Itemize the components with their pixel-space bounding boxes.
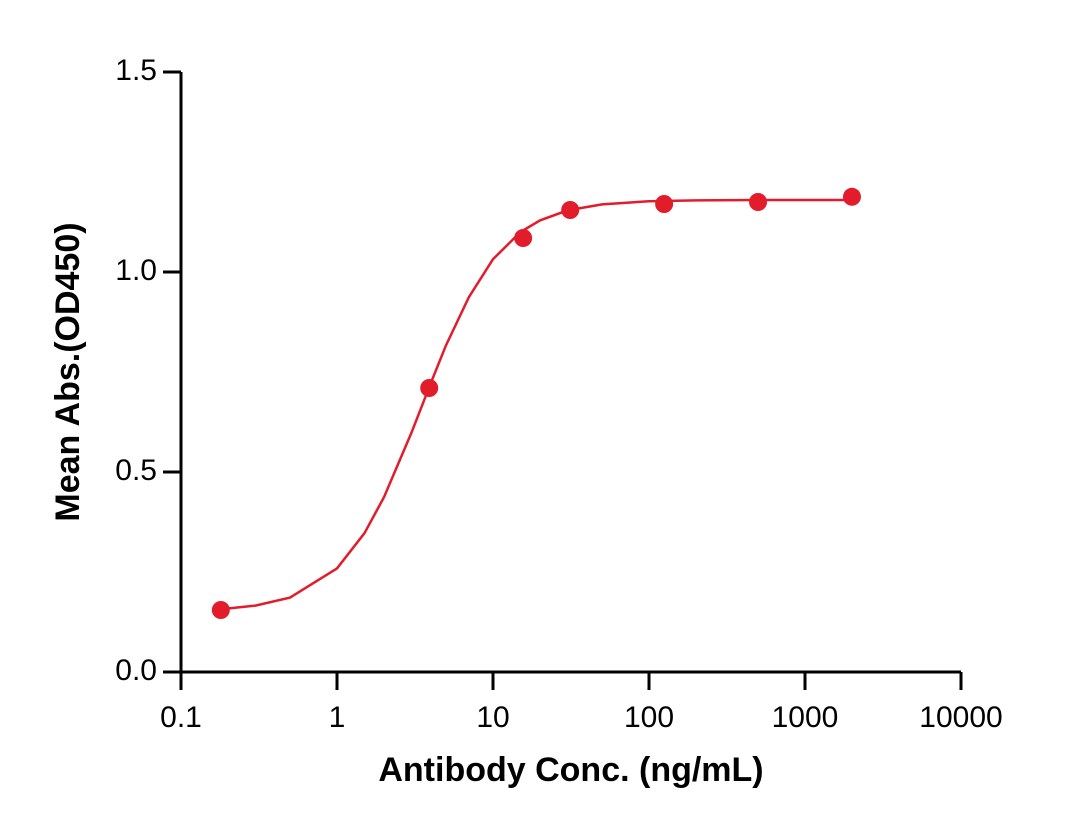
data-point xyxy=(842,187,861,206)
data-point xyxy=(514,229,533,247)
x-tick-label: 100 xyxy=(624,701,674,734)
data-point xyxy=(211,601,230,619)
x-axis-title: Antibody Conc. (ng/mL) xyxy=(378,751,763,789)
x-tick-label: 1 xyxy=(329,701,346,734)
x-tick-label: 1000 xyxy=(772,701,839,734)
y-axis-title: Mean Abs.(OD450) xyxy=(49,222,87,521)
y-tick-label: 0.0 xyxy=(115,654,157,687)
y-tick-label: 1.0 xyxy=(115,254,157,287)
x-tick-label: 10 xyxy=(476,701,509,734)
data-point xyxy=(420,379,439,397)
x-tick-label: 10000 xyxy=(919,701,1002,734)
data-point xyxy=(749,193,768,211)
data-point xyxy=(561,201,580,219)
y-tick-label: 0.5 xyxy=(115,454,157,487)
data-point xyxy=(655,195,674,213)
x-tick-label: 0.1 xyxy=(160,701,202,734)
y-tick-label: 1.5 xyxy=(115,54,157,87)
fit-curve xyxy=(220,198,852,611)
